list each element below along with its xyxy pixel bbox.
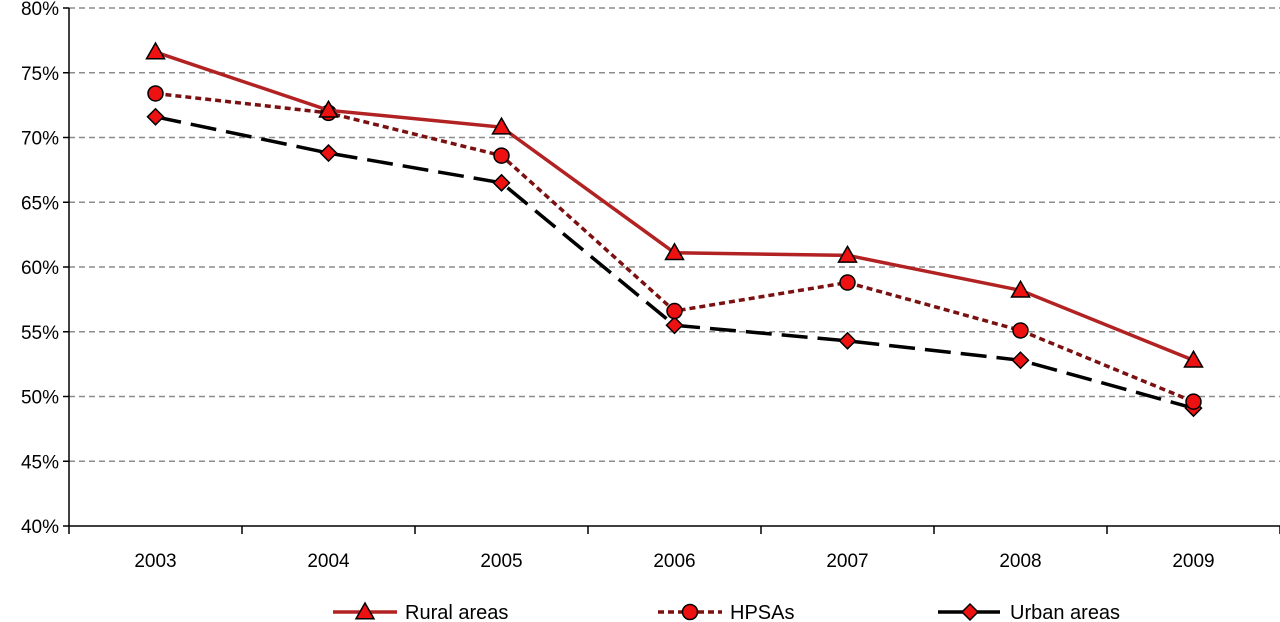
y-tick-label: 65% xyxy=(21,193,59,214)
triangle-marker xyxy=(145,41,166,60)
diamond-marker xyxy=(319,143,338,163)
diamond-marker xyxy=(838,331,857,350)
x-tick-label: 2009 xyxy=(1172,551,1214,572)
triangle-marker xyxy=(1183,349,1204,368)
y-tick-label: 55% xyxy=(21,323,59,344)
diamond-marker xyxy=(665,316,684,335)
circle-marker xyxy=(493,147,510,164)
circle-marker xyxy=(681,603,699,621)
triangle-marker xyxy=(664,242,685,261)
y-tick-label: 45% xyxy=(21,452,59,473)
diamond-marker xyxy=(146,107,165,126)
x-tick-label: 2008 xyxy=(999,551,1041,572)
legend: Rural areas HPSAs Urban areas xyxy=(333,601,1120,622)
triangle-marker xyxy=(318,99,339,118)
y-tick-label: 40% xyxy=(21,517,59,538)
circle-marker xyxy=(1012,322,1029,339)
circle-marker xyxy=(666,302,683,320)
triangle-marker xyxy=(1010,279,1031,298)
y-tick-label: 80% xyxy=(21,0,59,20)
legend-label: Rural areas xyxy=(405,602,508,622)
legend-label: Urban areas xyxy=(1010,602,1120,622)
y-tick-label: 60% xyxy=(21,258,59,279)
circle-marker xyxy=(1185,393,1202,410)
circle-marker xyxy=(839,274,856,291)
legend-label: HPSAs xyxy=(730,602,794,622)
series-lines xyxy=(145,41,1204,418)
triangle-marker xyxy=(491,116,512,135)
x-tick-label: 2003 xyxy=(134,551,176,572)
y-tick-label: 75% xyxy=(21,64,59,85)
x-tick-label: 2006 xyxy=(653,551,695,572)
y-tick-label: 70% xyxy=(21,129,59,150)
diamond-marker xyxy=(960,602,980,622)
diamond-marker xyxy=(492,173,511,192)
series-urban-areas xyxy=(146,107,1203,418)
x-tick-label: 2005 xyxy=(480,551,522,572)
triangle-marker xyxy=(354,601,376,620)
triangle-marker xyxy=(837,244,858,263)
series-rural-areas xyxy=(145,41,1204,368)
gridlines xyxy=(69,7,1280,462)
y-tick-label: 50% xyxy=(21,388,59,409)
legend-entry: HPSAs xyxy=(658,602,794,622)
x-tick-label: 2004 xyxy=(307,551,350,572)
x-tick-label: 2007 xyxy=(826,551,868,572)
legend-entry: Rural areas xyxy=(333,601,508,622)
series-line xyxy=(155,115,1194,410)
circle-marker xyxy=(147,85,164,102)
legend-entry: Urban areas xyxy=(938,602,1120,622)
axes: 40% 45% 50% 55% 60% 65% 70% 75% 80% 2003 2004 2005 2… xyxy=(21,0,1280,572)
diamond-marker xyxy=(1011,351,1030,370)
